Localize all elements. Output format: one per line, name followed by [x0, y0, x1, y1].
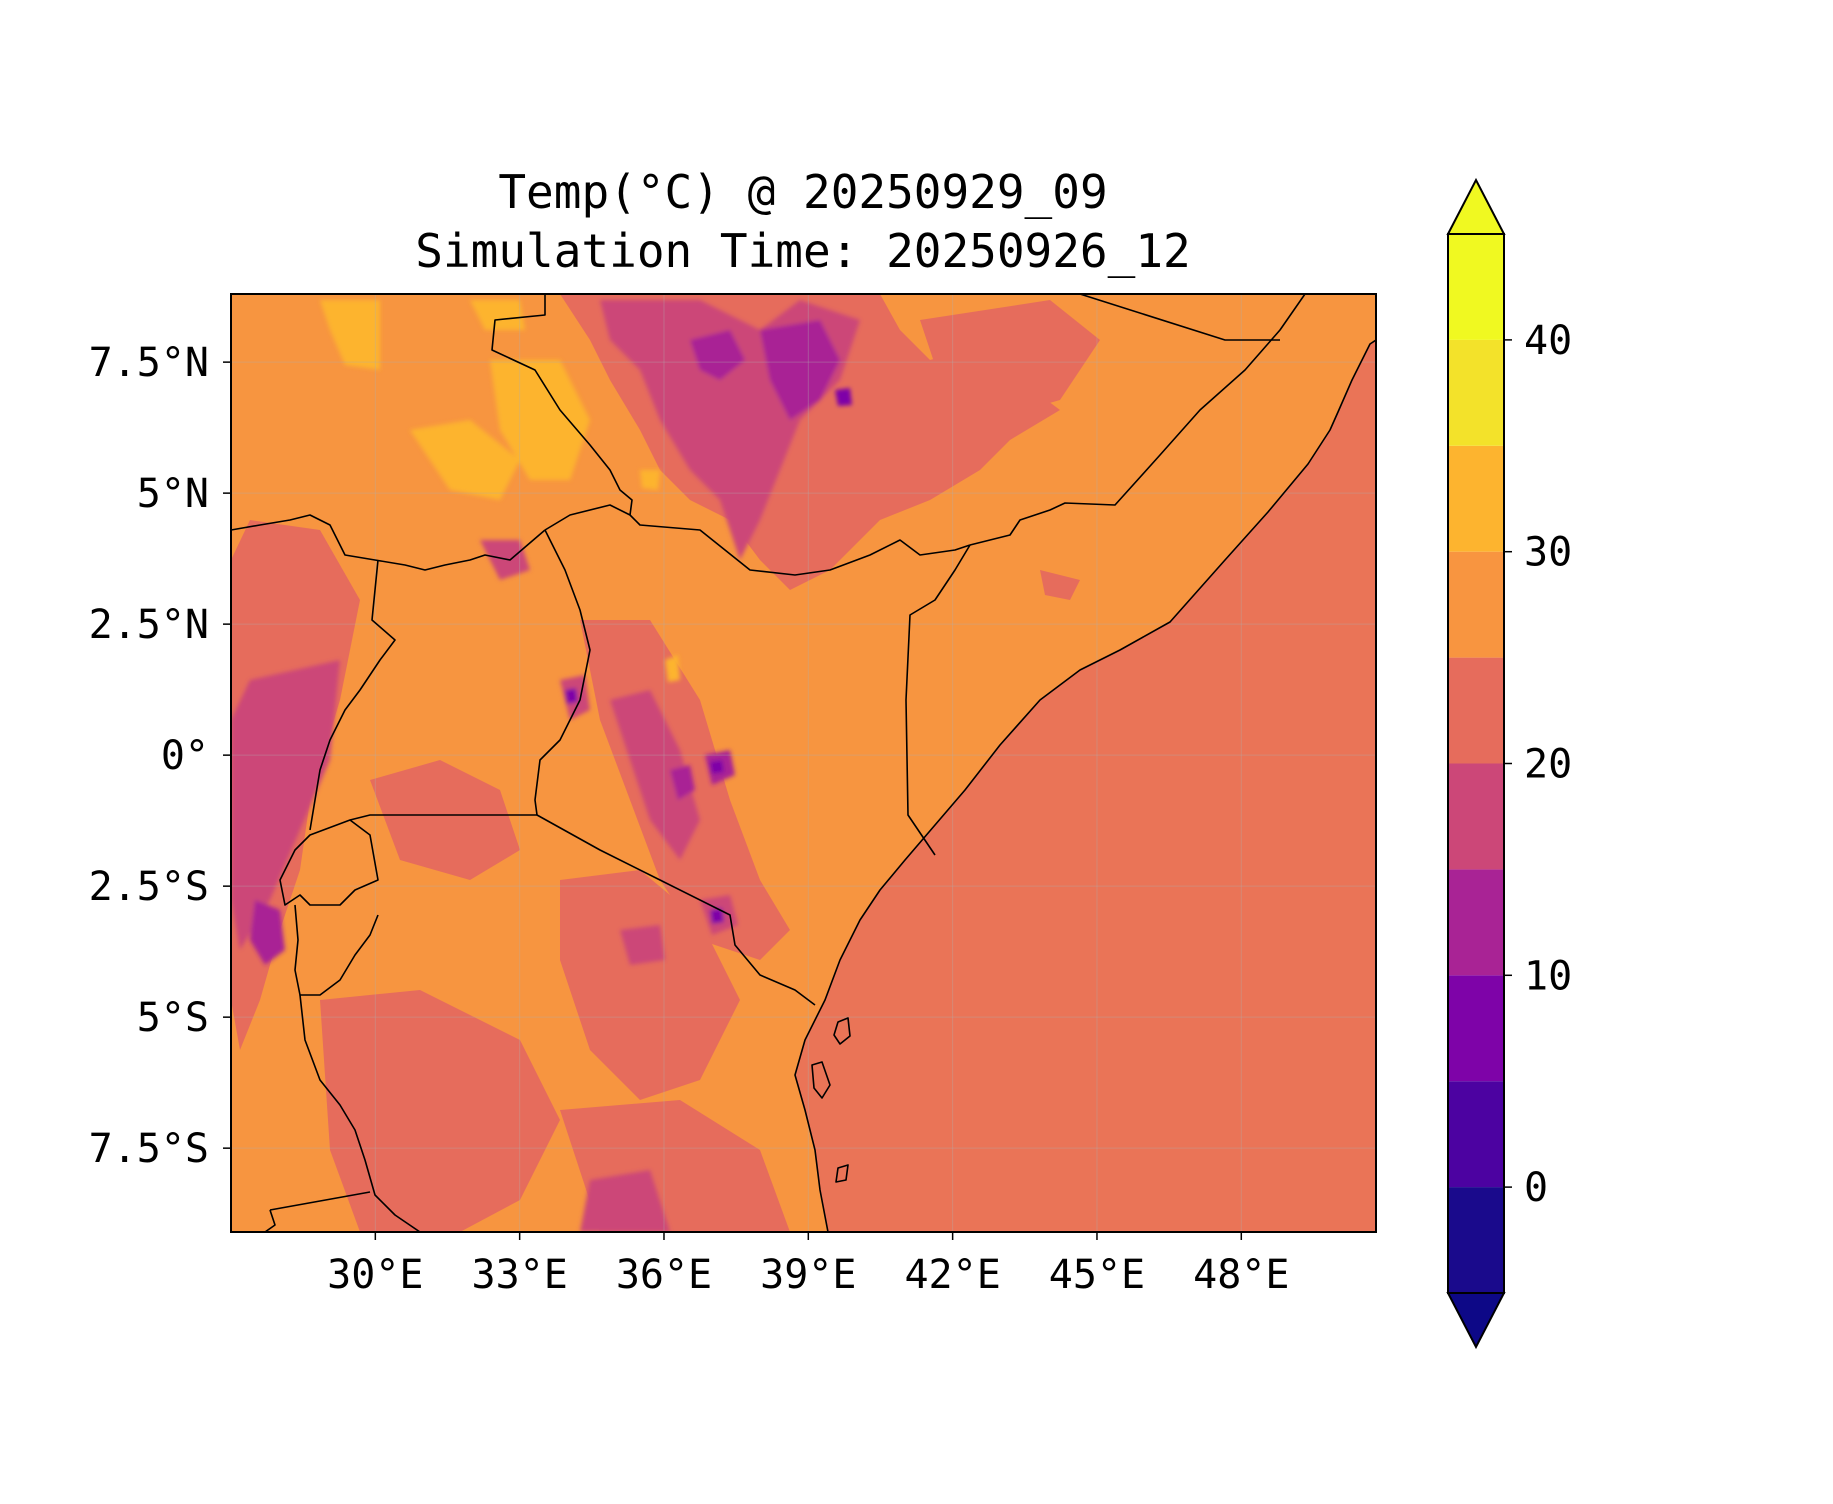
border-kenya-ethiopia	[544, 504, 971, 576]
border-ethiopia-somalia	[969, 294, 1306, 546]
border-south-sudan-uganda	[231, 514, 546, 571]
y-tick-label: 7.5°N	[89, 340, 209, 386]
colorbar-segment	[1448, 869, 1504, 976]
colorbar-tick-label: 0	[1524, 1165, 1548, 1211]
chart-title-line2: Simulation Time: 20250926_12	[415, 224, 1190, 278]
colorbar-segment	[1448, 234, 1504, 340]
colorbar-segment	[1448, 551, 1504, 658]
y-tick-label: 5°N	[137, 471, 209, 517]
map-gridlines	[231, 294, 1376, 1232]
mountain-peaks	[231, 300, 860, 1232]
colorbar-segment	[1448, 445, 1504, 552]
colorbar-tick-label: 20	[1524, 742, 1572, 788]
colorbar-extend-min	[1446, 1292, 1506, 1350]
border-rwanda-burundi	[279, 819, 379, 906]
border-lake-tanganyika	[299, 994, 421, 1232]
border-zambia	[269, 1191, 371, 1211]
colorbar-tick-label: 30	[1524, 530, 1572, 576]
colorbar-tick-label: 10	[1524, 953, 1572, 999]
political-borders	[231, 294, 1376, 1232]
hot-lowlands	[320, 300, 680, 682]
border-zambia-west	[264, 1209, 276, 1232]
border-south-sudan-ethiopia	[491, 294, 633, 516]
border-somalia-north	[1079, 294, 1280, 341]
colorbar-segment	[1448, 763, 1504, 870]
y-tick-label: 2.5°N	[89, 602, 209, 648]
y-tick-label: 2.5°S	[89, 864, 209, 910]
border-kenya-tanzania	[536, 814, 816, 1006]
land-mass	[231, 294, 1376, 1232]
coast-island-pemba	[833, 1017, 851, 1045]
x-tick-label: 30°E	[327, 1252, 423, 1298]
y-tick-label: 7.5°S	[89, 1126, 209, 1172]
map-frame	[230, 293, 1377, 1233]
colorbar-segment	[1448, 975, 1504, 1082]
colorbar-segment	[1448, 657, 1504, 764]
colorbar-segment	[1448, 1081, 1504, 1188]
colorbar-extend-max	[1446, 177, 1506, 235]
colorbar-segment	[1448, 339, 1504, 446]
x-tick-label: 48°E	[1193, 1252, 1289, 1298]
y-tick-label: 5°S	[137, 995, 209, 1041]
border-burundi-tanzania	[294, 904, 379, 996]
border-drc-uganda	[309, 559, 396, 831]
border-kenya-uganda	[534, 529, 591, 816]
border-kenya-somalia	[905, 544, 971, 856]
x-tick-label: 39°E	[760, 1252, 856, 1298]
map-panel	[231, 294, 1376, 1232]
y-tick-label: 0°	[161, 733, 209, 779]
coastline	[794, 339, 1376, 1232]
colorbar-tick-label: 40	[1524, 318, 1572, 364]
x-tick-label: 36°E	[616, 1252, 712, 1298]
x-tick-label: 42°E	[904, 1252, 1000, 1298]
x-tick-label: 45°E	[1049, 1252, 1145, 1298]
x-tick-label: 33°E	[471, 1252, 567, 1298]
coast-island-mafia	[835, 1164, 849, 1183]
border-uganda-tanzania	[349, 814, 537, 821]
chart-title-line1: Temp(°C) @ 20250929_09	[498, 165, 1107, 219]
colorbar-segment	[1448, 1187, 1504, 1293]
coast-island-zanzibar	[811, 1061, 831, 1099]
colorbar: 0 10 20 30 40	[1446, 177, 1572, 1350]
x-axis-ticks: 30°E 33°E 36°E 39°E 42°E 45°E 48°E	[327, 1232, 1289, 1298]
y-axis-ticks: 7.5°N 5°N 2.5°N 0° 2.5°S 5°S 7.5°S	[89, 340, 231, 1172]
